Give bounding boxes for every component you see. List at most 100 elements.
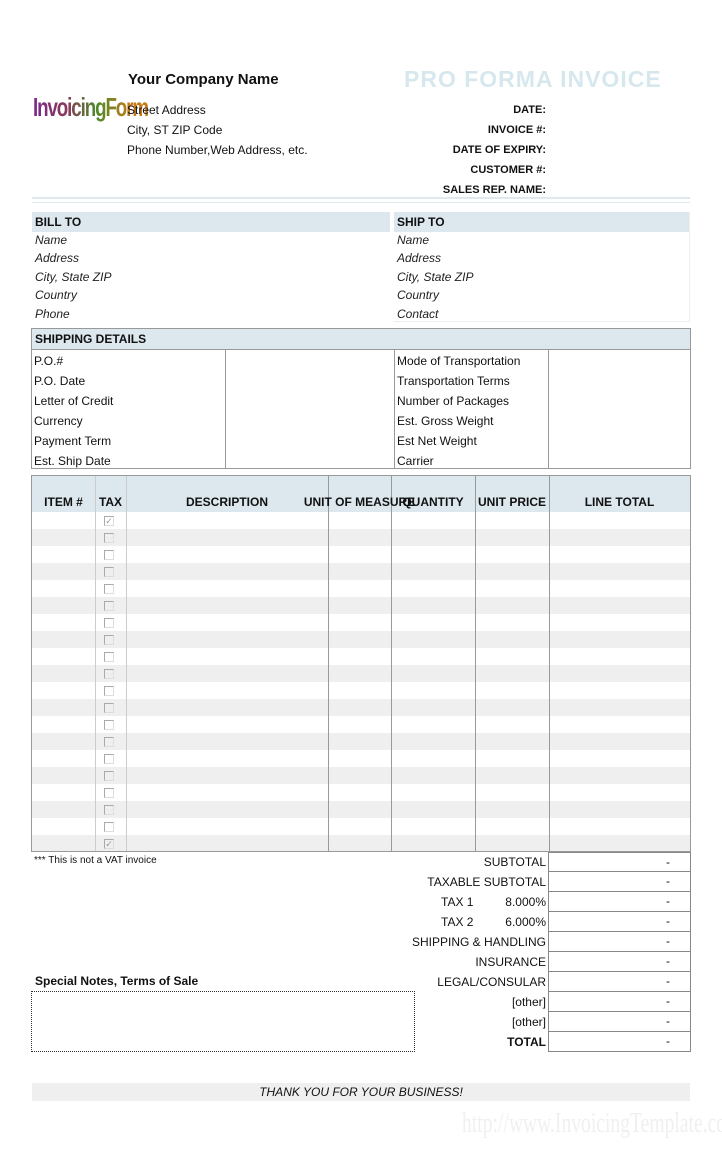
- meta-label: INVOICE #:: [487, 124, 546, 136]
- column-header: ITEM #: [44, 495, 83, 509]
- ship-to-section: SHIP TO Name Address City, State ZIP Countr…: [394, 212, 690, 322]
- divider: [32, 202, 690, 203]
- total-label: TAX 2: [441, 915, 474, 929]
- tax-checkbox[interactable]: [104, 788, 114, 798]
- tax-checkbox[interactable]: [104, 635, 114, 645]
- meta-label: DATE:: [513, 104, 546, 116]
- ship-to-line[interactable]: Name: [397, 233, 430, 247]
- column-header: UNIT OF MEASURE: [303, 495, 416, 509]
- tax-checkbox[interactable]: [104, 822, 114, 832]
- shipping-value-field[interactable]: [549, 371, 690, 391]
- shipping-label: Payment Term: [34, 434, 112, 448]
- tax-checkbox[interactable]: [104, 601, 114, 611]
- total-value: -: [548, 972, 691, 992]
- bill-to-line[interactable]: Phone: [35, 306, 70, 321]
- tax-checkbox[interactable]: [104, 720, 114, 730]
- total-label: SHIPPING & HANDLING: [411, 935, 546, 949]
- ship-to-line[interactable]: Contact: [397, 306, 439, 321]
- total-value: -: [548, 912, 691, 932]
- shipping-label: Carrier: [397, 454, 434, 468]
- table-row: [32, 767, 690, 784]
- table-row: [32, 665, 690, 682]
- total-label: [other]: [511, 995, 546, 1009]
- tax-checkbox[interactable]: ✓: [104, 839, 114, 849]
- tax-checkbox[interactable]: ✓: [104, 516, 114, 526]
- shipping-label: P.O. Date: [34, 374, 86, 388]
- tax-checkbox[interactable]: [104, 805, 114, 815]
- table-row: [32, 614, 690, 631]
- shipping-value-field[interactable]: [549, 431, 690, 451]
- meta-value-field[interactable]: [552, 102, 688, 120]
- bill-to-line[interactable]: Address: [35, 251, 80, 266]
- tax-checkbox[interactable]: [104, 754, 114, 764]
- bill-to-line[interactable]: Country: [35, 288, 78, 303]
- tax-checkbox[interactable]: [104, 550, 114, 560]
- column-header: UNIT PRICE: [477, 495, 546, 509]
- tax-checkbox[interactable]: [104, 618, 114, 628]
- meta-value-field[interactable]: [552, 162, 688, 180]
- tax-checkbox[interactable]: [104, 567, 114, 577]
- logo: InvoicingForm: [33, 92, 149, 122]
- shipping-label: Number of Packages: [397, 394, 510, 408]
- total-value: -: [548, 872, 691, 892]
- total-label: INSURANCE: [475, 955, 546, 969]
- tax-rate[interactable]: 8.000%: [505, 895, 546, 909]
- notes-textarea[interactable]: [31, 991, 415, 1052]
- shipping-value-field[interactable]: [226, 431, 394, 451]
- meta-value-field[interactable]: [552, 142, 688, 160]
- column-header: TAX: [98, 495, 123, 509]
- shipping-value-field[interactable]: [549, 451, 690, 471]
- shipping-value-field[interactable]: [226, 371, 394, 391]
- meta-value-field[interactable]: [552, 122, 688, 140]
- table-row: [32, 682, 690, 699]
- shipping-value-field[interactable]: [226, 391, 394, 411]
- table-row: [32, 529, 690, 546]
- tax-checkbox[interactable]: [104, 771, 114, 781]
- shipping-label: Est Net Weight: [397, 434, 477, 448]
- total-value: -: [548, 992, 691, 1012]
- bill-to-heading: BILL TO: [32, 212, 390, 232]
- watermark: http://www.InvoicingTemplate.com: [462, 1108, 722, 1139]
- tax-checkbox[interactable]: [104, 686, 114, 696]
- total-label: [other]: [511, 1015, 546, 1029]
- table-row: ✓: [32, 512, 690, 529]
- shipping-value-field[interactable]: [226, 411, 394, 431]
- meta-label: DATE OF EXPIRY:: [452, 144, 546, 156]
- table-row: [32, 648, 690, 665]
- tax-checkbox[interactable]: [104, 737, 114, 747]
- tax-checkbox[interactable]: [104, 584, 114, 594]
- table-row: [32, 563, 690, 580]
- total-label: TAXABLE SUBTOTAL: [427, 875, 546, 889]
- bill-to-line[interactable]: Name: [35, 233, 68, 247]
- tax-checkbox[interactable]: [104, 652, 114, 662]
- total-value: -: [548, 932, 691, 952]
- tax-rate[interactable]: 6.000%: [505, 915, 546, 929]
- ship-to-heading: SHIP TO: [394, 212, 689, 232]
- bill-to-line[interactable]: City, State ZIP: [35, 269, 112, 284]
- tax-checkbox[interactable]: [104, 669, 114, 679]
- meta-label: SALES REP. NAME:: [442, 184, 546, 196]
- meta-label: CUSTOMER #:: [470, 164, 546, 176]
- table-row: [32, 716, 690, 733]
- bill-to-section: BILL TO Name Address City, State ZIP Countr…: [32, 212, 390, 322]
- total-value: -: [548, 1012, 691, 1032]
- shipping-label: Est. Ship Date: [34, 454, 111, 468]
- company-city: City, ST ZIP Code: [127, 123, 223, 137]
- tax-checkbox[interactable]: [104, 533, 114, 543]
- table-row: [32, 733, 690, 750]
- ship-to-line[interactable]: Country: [397, 288, 440, 303]
- shipping-value-field[interactable]: [549, 411, 690, 431]
- ship-to-line[interactable]: City, State ZIP: [397, 269, 474, 284]
- ship-to-line[interactable]: Address: [397, 251, 442, 266]
- table-row: [32, 597, 690, 614]
- column-header: DESCRIPTION: [185, 495, 268, 509]
- tax-checkbox[interactable]: [104, 703, 114, 713]
- table-row: [32, 546, 690, 563]
- shipping-value-field[interactable]: [549, 391, 690, 411]
- shipping-value-field[interactable]: [549, 351, 690, 371]
- shipping-value-field[interactable]: [226, 451, 394, 471]
- company-street: Street Address: [127, 103, 206, 117]
- company-contact: Phone Number,Web Address, etc.: [127, 143, 308, 157]
- shipping-value-field[interactable]: [226, 351, 394, 371]
- table-row: [32, 801, 690, 818]
